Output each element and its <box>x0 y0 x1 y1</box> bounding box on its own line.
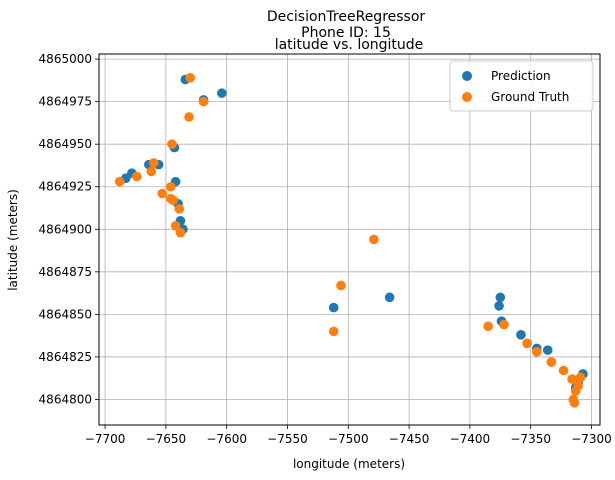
grid-lines <box>99 54 600 425</box>
chart-subtitle: latitude vs. longitude <box>275 37 424 53</box>
ground-truth-point <box>336 280 346 291</box>
axis-ticks: −7700 −7650 −7600 −7550 −7500 −7450 −7400 −7350… <box>39 52 612 446</box>
y-tick-label: 4864925 <box>39 180 92 194</box>
ground-truth-point <box>170 221 181 231</box>
ground-truth-point <box>167 139 177 149</box>
chart-title-line-1: DecisionTreeRegressor <box>267 9 426 25</box>
data-points <box>114 73 588 408</box>
y-axis-label: latitude (meters) <box>6 189 20 291</box>
ground-truth-point <box>570 386 581 396</box>
x-tick-label: −7600 <box>206 432 247 446</box>
y-tick-label: 4864825 <box>39 350 92 364</box>
ground-truth-point <box>483 321 493 332</box>
y-tick-label: 4864975 <box>39 95 92 109</box>
ground-truth-point <box>175 227 186 238</box>
x-tick-label: −7700 <box>85 432 126 446</box>
y-tick-label: 4864875 <box>39 265 92 279</box>
legend-label-ground-truth: Ground Truth <box>491 90 569 104</box>
legend-marker-prediction <box>462 71 472 81</box>
prediction-point <box>542 345 553 355</box>
y-tick-label: 4864850 <box>39 307 92 321</box>
ground-truth-point <box>369 234 379 245</box>
y-tick-label: 4864800 <box>39 392 92 406</box>
ground-truth-point <box>148 158 159 168</box>
x-tick-label: −7650 <box>146 432 187 446</box>
ground-truth-point <box>157 188 168 199</box>
x-tick-label: −7300 <box>571 432 612 446</box>
x-tick-label: −7350 <box>510 432 551 446</box>
ground-truth-point <box>569 398 580 408</box>
ground-truth-point <box>558 365 569 376</box>
x-axis-label: longitude (meters) <box>293 457 405 471</box>
y-tick-label: 4865000 <box>39 52 92 66</box>
prediction-point <box>328 302 339 313</box>
legend: Prediction Ground Truth <box>449 60 594 112</box>
ground-truth-point <box>546 357 557 367</box>
x-tick-label: −7450 <box>389 432 430 446</box>
ground-truth-point <box>165 181 176 192</box>
prediction-point <box>494 301 504 311</box>
prediction-point <box>495 292 506 303</box>
y-tick-label: 4864950 <box>39 137 92 151</box>
ground-truth-point <box>328 326 339 337</box>
legend-label-prediction: Prediction <box>491 69 551 83</box>
ground-truth-point <box>184 112 194 122</box>
ground-truth-point <box>522 338 532 349</box>
y-tick-label: 4864900 <box>39 222 92 236</box>
prediction-point <box>384 292 395 303</box>
x-tick-label: −7400 <box>450 432 491 446</box>
ground-truth-point <box>146 166 157 177</box>
ground-truth-point <box>131 171 142 182</box>
ground-truth-point <box>174 204 185 214</box>
ground-truth-point <box>567 374 577 384</box>
x-tick-label: −7550 <box>267 432 308 446</box>
ground-truth-point <box>185 73 196 83</box>
legend-box <box>449 60 594 112</box>
ground-truth-point <box>168 195 178 206</box>
ground-truth-point <box>531 347 542 357</box>
ground-truth-point <box>198 96 209 107</box>
x-tick-label: −7500 <box>328 432 369 446</box>
ground-truth-point <box>499 319 509 330</box>
prediction-point <box>516 330 526 340</box>
ground-truth-point <box>575 372 586 383</box>
prediction-point <box>217 88 227 98</box>
ground-truth-point <box>114 176 125 187</box>
legend-marker-ground-truth <box>462 92 472 102</box>
plot-frame <box>98 53 601 426</box>
chart-title-line-2: Phone ID: 15 <box>301 25 391 41</box>
